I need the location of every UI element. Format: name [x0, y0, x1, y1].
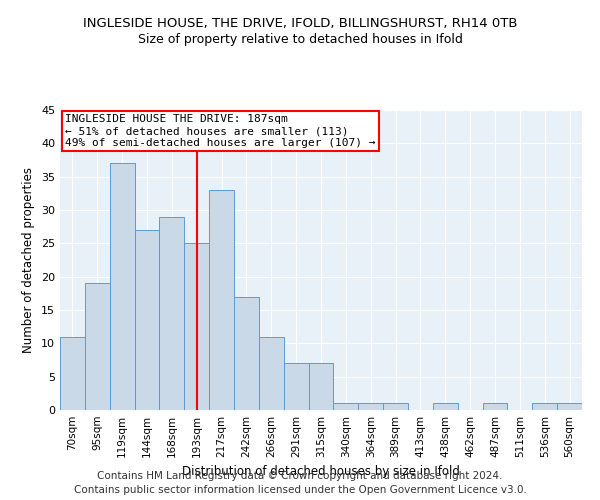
Bar [557, 404, 582, 410]
Bar [60, 336, 85, 410]
Bar [134, 230, 160, 410]
Bar [110, 164, 134, 410]
Bar [433, 404, 458, 410]
Bar [482, 404, 508, 410]
Bar [85, 284, 110, 410]
Bar [358, 404, 383, 410]
Bar [259, 336, 284, 410]
Bar [184, 244, 209, 410]
Text: INGLESIDE HOUSE THE DRIVE: 187sqm
← 51% of detached houses are smaller (113)
49%: INGLESIDE HOUSE THE DRIVE: 187sqm ← 51% … [65, 114, 376, 148]
Bar [308, 364, 334, 410]
Bar [532, 404, 557, 410]
X-axis label: Distribution of detached houses by size in Ifold: Distribution of detached houses by size … [182, 466, 460, 478]
Bar [209, 190, 234, 410]
Bar [234, 296, 259, 410]
Bar [383, 404, 408, 410]
Text: Size of property relative to detached houses in Ifold: Size of property relative to detached ho… [137, 32, 463, 46]
Bar [160, 216, 184, 410]
Bar [334, 404, 358, 410]
Text: Contains HM Land Registry data © Crown copyright and database right 2024.
Contai: Contains HM Land Registry data © Crown c… [74, 471, 526, 495]
Bar [284, 364, 308, 410]
Text: INGLESIDE HOUSE, THE DRIVE, IFOLD, BILLINGSHURST, RH14 0TB: INGLESIDE HOUSE, THE DRIVE, IFOLD, BILLI… [83, 18, 517, 30]
Y-axis label: Number of detached properties: Number of detached properties [22, 167, 35, 353]
